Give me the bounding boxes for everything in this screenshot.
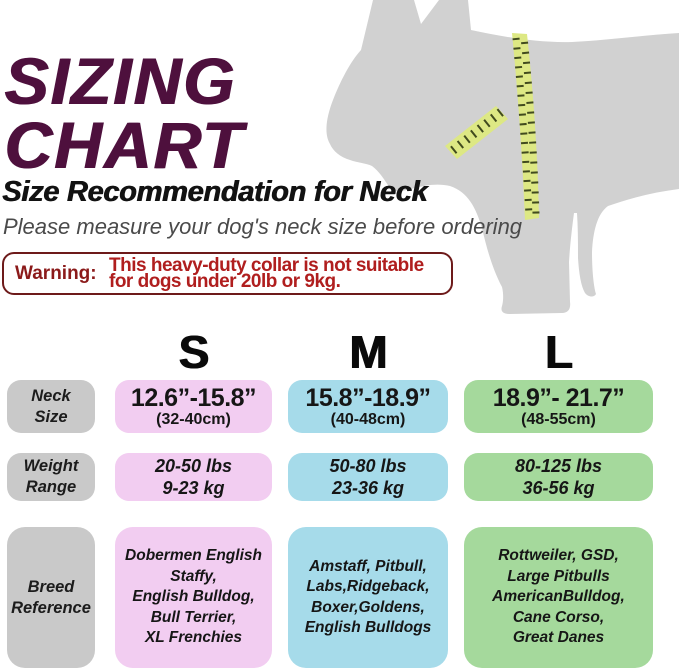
breed-l-line: Rottweiler, GSD, xyxy=(498,547,619,565)
neck-size-s-cm: (32-40cm) xyxy=(156,411,231,428)
column-header-l: L xyxy=(544,326,573,378)
weight-s-lbs: 20-50 lbs xyxy=(154,456,233,476)
tape-ticks-right xyxy=(520,36,540,215)
weight-l-lbs: 80-125 lbs xyxy=(514,456,603,476)
row-label-breed-reference: Breed Reference xyxy=(7,527,95,668)
breed-m-line: Labs,Ridgeback, xyxy=(306,578,430,595)
warning-message: This heavy-duty collar is not suitable f… xyxy=(109,255,424,292)
breed-s-line: Bull Terrier, xyxy=(150,608,237,626)
row-label-breed-line2: Reference xyxy=(11,598,91,617)
breed-m-line: English Bulldogs xyxy=(304,619,432,636)
breed-s-line: XL Frenchies xyxy=(144,629,243,647)
page-title: SIZING CHART xyxy=(4,44,244,182)
row-label-weight-line1: Weight xyxy=(23,457,79,475)
row-label-weight-range: Weight Range xyxy=(7,453,95,501)
column-header-m: M xyxy=(348,326,388,378)
breed-l-line: Large Pitbulls xyxy=(507,567,610,585)
weight-m-kg: 23-36 kg xyxy=(331,478,405,498)
breed-l-line: Great Danes xyxy=(512,629,605,647)
breed-cell-l: Rottweiler, GSD, Large Pitbulls American… xyxy=(464,527,653,668)
breed-cell-m: Amstaff, Pitbull, Labs,Ridgeback, Boxer,… xyxy=(288,527,448,668)
breed-s-line: Dobermen English xyxy=(125,547,262,565)
weight-cell-m: 50-80 lbs 23-36 kg xyxy=(288,453,448,501)
neck-size-s-inches: 12.6”-15.8” xyxy=(130,384,257,412)
neck-size-cell-l: 18.9”- 21.7” (48-55cm) xyxy=(464,380,653,433)
breed-m-line: Amstaff, Pitbull, xyxy=(309,557,427,575)
neck-size-l-cm: (48-55cm) xyxy=(521,411,596,428)
warning-label: Warning: xyxy=(15,262,97,284)
neck-size-m-cm: (40-48cm) xyxy=(330,411,406,428)
section-subtitle: Size Recommendation for Neck xyxy=(2,176,428,208)
breed-l-line: AmericanBulldog, xyxy=(492,588,625,606)
weight-l-kg: 36-56 kg xyxy=(522,478,595,498)
breed-l-line: Cane Corso, xyxy=(512,608,605,626)
breed-s-line: Staffy, xyxy=(170,567,217,585)
breed-m-line: Boxer,Goldens, xyxy=(311,598,425,616)
page-title-line2: CHART xyxy=(4,108,244,182)
neck-size-l-inches: 18.9”- 21.7” xyxy=(492,384,625,412)
weight-s-kg: 9-23 kg xyxy=(162,478,225,498)
column-header-s: S xyxy=(178,326,209,378)
row-label-breed-line1: Breed xyxy=(27,577,75,596)
dog-silhouette xyxy=(326,0,679,314)
neck-size-cell-m: 15.8”-18.9” (40-48cm) xyxy=(288,380,448,433)
neck-size-m-inches: 15.8”-18.9” xyxy=(305,384,431,412)
warning-message-line2: for dogs under 20lb or 9kg. xyxy=(109,270,341,292)
weight-cell-s: 20-50 lbs 9-23 kg xyxy=(115,453,272,501)
tape-ticks-left xyxy=(512,37,533,216)
neck-size-cell-s: 12.6”-15.8” (32-40cm) xyxy=(115,380,272,433)
page-title-line1: SIZING xyxy=(4,44,237,118)
warning-box: Warning: This heavy-duty collar is not s… xyxy=(2,252,453,295)
measure-note: Please measure your dog's neck size befo… xyxy=(3,214,523,239)
breed-s-line: English Bulldog, xyxy=(132,588,255,606)
row-label-neck-line1: Neck xyxy=(31,386,71,405)
row-label-neck-line2: Size xyxy=(34,407,68,426)
warning-message-line1: This heavy-duty collar is not suitable xyxy=(109,255,424,276)
row-label-weight-line2: Range xyxy=(25,478,77,496)
breed-cell-s: Dobermen English Staffy, English Bulldog… xyxy=(115,527,272,668)
row-label-neck-size: Neck Size xyxy=(7,380,95,433)
weight-cell-l: 80-125 lbs 36-56 kg xyxy=(464,453,653,501)
weight-m-lbs: 50-80 lbs xyxy=(329,456,407,476)
